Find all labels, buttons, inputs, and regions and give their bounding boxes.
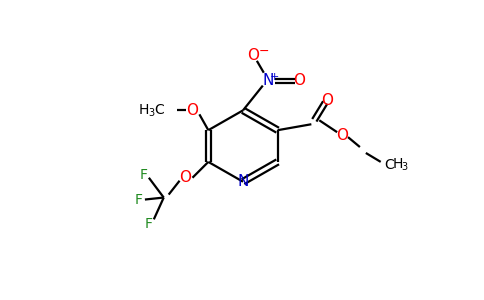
Text: O: O <box>336 128 348 142</box>
Text: C: C <box>154 103 164 117</box>
Text: O: O <box>321 93 333 108</box>
Text: +: + <box>270 72 279 82</box>
Text: H: H <box>393 157 403 171</box>
Text: O: O <box>180 170 192 185</box>
Text: N: N <box>262 73 273 88</box>
Text: −: − <box>258 44 269 57</box>
Text: O: O <box>293 73 305 88</box>
Text: 3: 3 <box>149 108 155 118</box>
Text: F: F <box>135 193 143 206</box>
Text: H: H <box>138 103 149 117</box>
Text: O: O <box>186 103 198 118</box>
Text: F: F <box>140 168 148 182</box>
Text: 3: 3 <box>401 162 408 172</box>
Text: F: F <box>145 217 153 231</box>
Text: N: N <box>237 174 249 189</box>
Text: O: O <box>247 48 259 63</box>
Text: C: C <box>384 158 393 172</box>
